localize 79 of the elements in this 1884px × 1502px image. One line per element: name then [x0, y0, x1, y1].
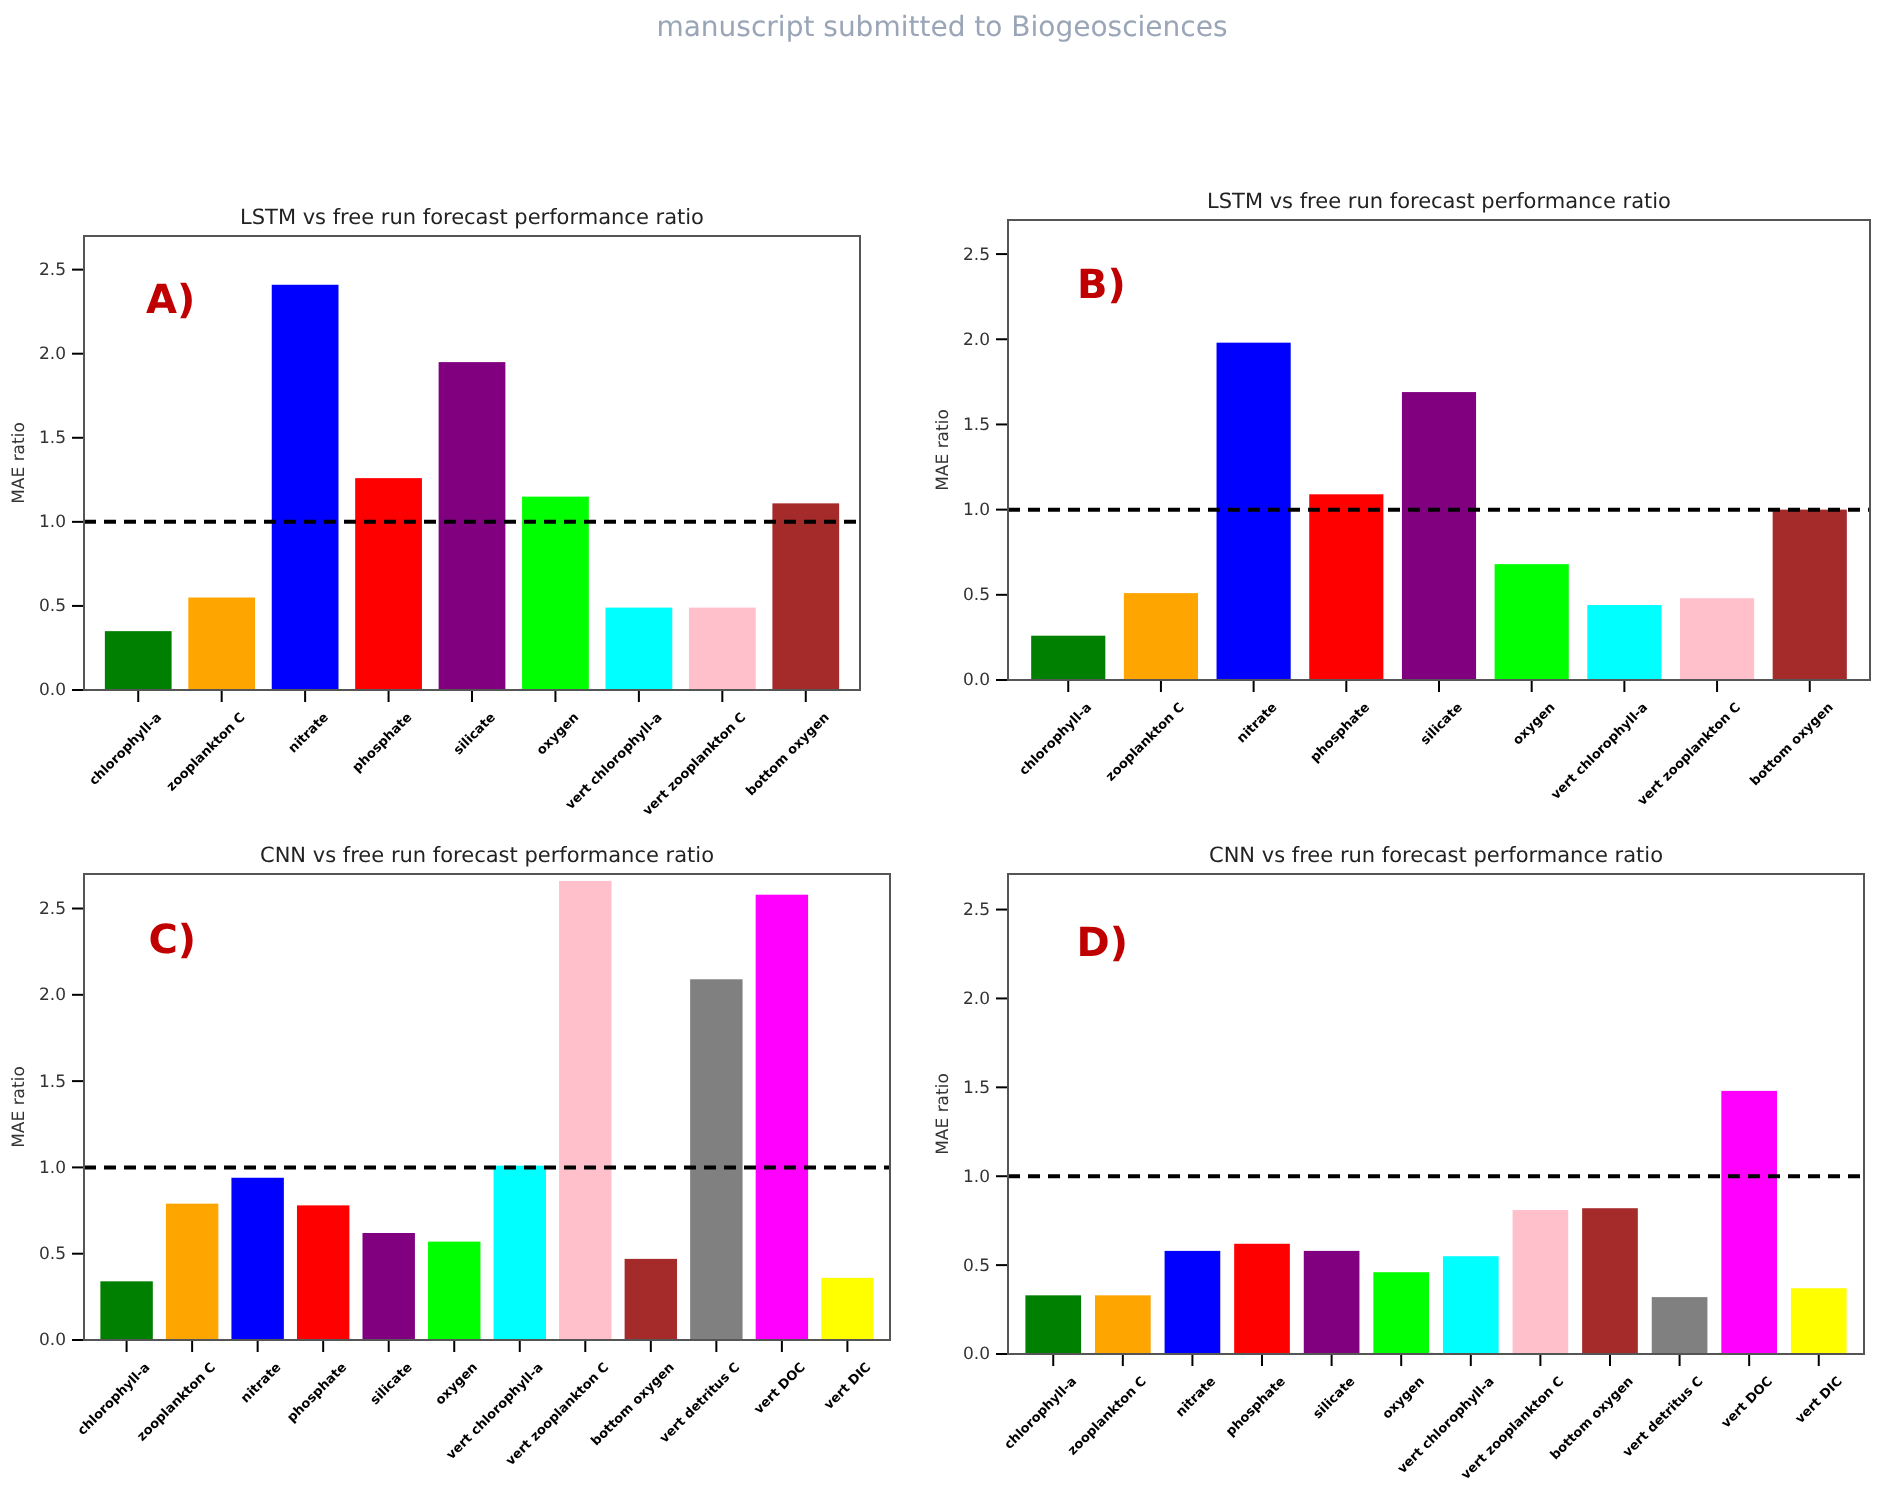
- y-tick-label: 2.0: [962, 330, 990, 351]
- bar: [1582, 1208, 1638, 1354]
- y-tick-label: 0.5: [962, 586, 990, 607]
- y-tick-label: 1.5: [962, 1078, 990, 1099]
- bar: [1309, 494, 1384, 680]
- bar: [1164, 1250, 1221, 1354]
- annotation: D): [1076, 917, 1128, 966]
- annotation: A): [146, 275, 196, 324]
- bar: [428, 1241, 481, 1340]
- y-tick-label: 1.5: [38, 1072, 66, 1093]
- bar: [1234, 1243, 1290, 1354]
- bar: [355, 478, 422, 690]
- y-tick-label: 2.5: [38, 261, 66, 282]
- bar: [1651, 1297, 1708, 1354]
- bar: [690, 979, 743, 1340]
- bar: [755, 894, 809, 1340]
- bar: [1025, 1295, 1082, 1354]
- bar: [1216, 342, 1291, 680]
- bar: [1512, 1210, 1569, 1354]
- y-tick-label: 1.5: [962, 415, 990, 436]
- bar: [1587, 605, 1662, 680]
- bar: [1679, 598, 1755, 680]
- bar: [1790, 1288, 1847, 1354]
- y-tick-label: 0.0: [962, 1345, 990, 1366]
- y-tick-label: 0.5: [38, 1245, 66, 1266]
- chart-title: LSTM vs free run forecast performance ratio: [1207, 190, 1671, 214]
- y-axis-title: MAE ratio: [934, 409, 954, 491]
- chart-title: CNN vs free run forecast performance ratio: [260, 844, 714, 868]
- chart-title: LSTM vs free run forecast performance ratio: [240, 206, 704, 230]
- y-tick-label: 0.0: [962, 671, 990, 692]
- y-tick-label: 1.0: [38, 513, 66, 534]
- y-tick-label: 2.5: [962, 245, 990, 266]
- y-tick-label: 2.5: [38, 899, 66, 920]
- bar: [362, 1232, 415, 1340]
- bar: [1442, 1256, 1499, 1354]
- bar: [296, 1205, 350, 1340]
- bar: [1494, 564, 1569, 680]
- y-tick-label: 1.0: [962, 501, 990, 522]
- bar: [1094, 1295, 1151, 1354]
- y-tick-label: 0.5: [962, 1256, 990, 1277]
- bar: [188, 597, 256, 690]
- bar: [1031, 635, 1106, 680]
- y-tick-label: 2.0: [38, 986, 66, 1007]
- y-tick-label: 2.5: [962, 901, 990, 921]
- bar: [772, 503, 840, 690]
- bar: [231, 1177, 284, 1340]
- bar: [624, 1258, 678, 1340]
- y-tick-label: 0.5: [38, 597, 66, 618]
- bar: [1401, 392, 1477, 680]
- bar: [1721, 1090, 1778, 1354]
- bar: [271, 284, 339, 690]
- bar: [522, 496, 589, 690]
- chart-title: CNN vs free run forecast performance ratio: [1209, 844, 1663, 868]
- bar: [493, 1165, 546, 1340]
- bar: [1123, 593, 1199, 680]
- y-tick-label: 1.0: [962, 1167, 990, 1188]
- bar: [1772, 509, 1847, 680]
- y-tick-label: 0.0: [38, 681, 66, 702]
- y-tick-label: 2.0: [962, 989, 990, 1010]
- y-tick-label: 1.0: [38, 1158, 66, 1179]
- bar: [438, 362, 506, 690]
- y-tick-label: 0.0: [38, 1331, 66, 1352]
- bar: [1303, 1250, 1360, 1354]
- bar: [559, 880, 612, 1340]
- bar: [821, 1277, 874, 1340]
- y-axis-title: MAE ratio: [10, 1066, 30, 1148]
- bar: [688, 607, 756, 690]
- bar: [605, 607, 673, 690]
- y-tick-label: 2.0: [38, 345, 66, 366]
- bar: [165, 1203, 219, 1340]
- y-axis-title: MAE ratio: [10, 422, 30, 504]
- text: manuscript submitted to Biogeosciences: [656, 12, 1228, 44]
- y-axis-title: MAE ratio: [934, 1073, 954, 1155]
- y-tick-label: 1.5: [38, 429, 66, 450]
- bar: [1373, 1272, 1430, 1354]
- annotation: B): [1076, 260, 1126, 309]
- annotation: C): [148, 915, 197, 964]
- bar: [104, 631, 172, 690]
- bar: [100, 1281, 153, 1340]
